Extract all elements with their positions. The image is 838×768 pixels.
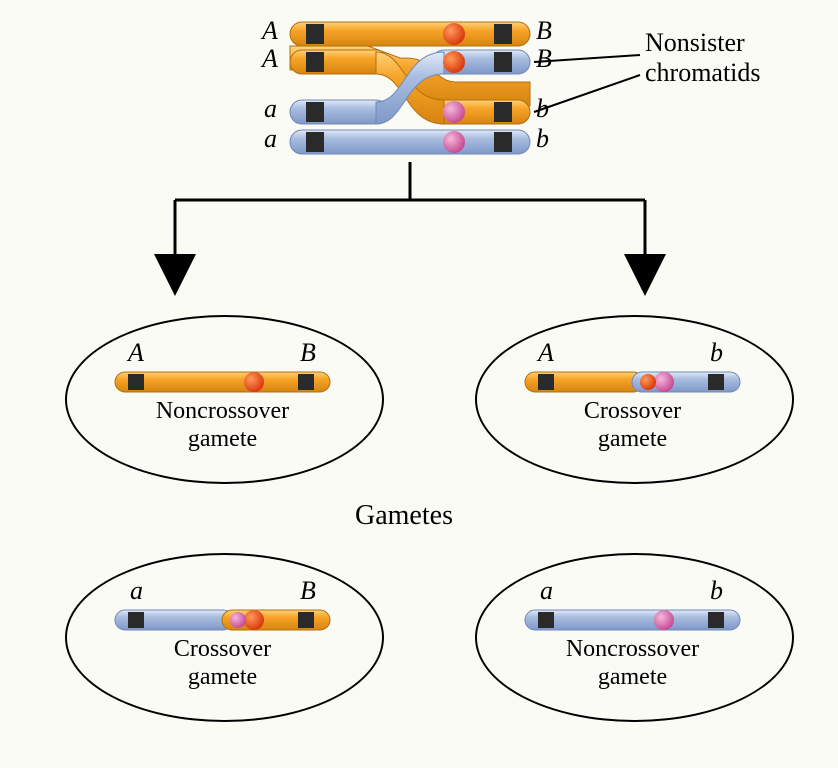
allele-label-A1: A [262,16,278,46]
gamete-3-allele-left: a [130,576,143,606]
allele-label-A2: A [262,44,278,74]
allele-label-a2: a [264,124,277,154]
allele-label-B2: B [536,44,552,74]
gamete-3-allele-right: B [300,576,316,606]
gamete-4-allele-left: a [540,576,553,606]
gamete-1-allele-left: A [128,338,144,368]
allele-label-b1: b [536,94,549,124]
nonsister-label: Nonsister chromatids [645,28,761,88]
gamete-3-type: Crossover gamete [65,636,380,691]
allele-label-b2: b [536,124,549,154]
gamete-1-type: Noncrossover gamete [65,398,380,453]
gamete-1-allele-right: B [300,338,316,368]
gamete-2-type: Crossover gamete [475,398,790,453]
gametes-label: Gametes [355,500,453,532]
gamete-2-allele-left: A [538,338,554,368]
gamete-4-type: Noncrossover gamete [475,636,790,691]
gamete-2-allele-right: b [710,338,723,368]
allele-label-a1: a [264,94,277,124]
gamete-4-allele-right: b [710,576,723,606]
allele-label-B1: B [536,16,552,46]
